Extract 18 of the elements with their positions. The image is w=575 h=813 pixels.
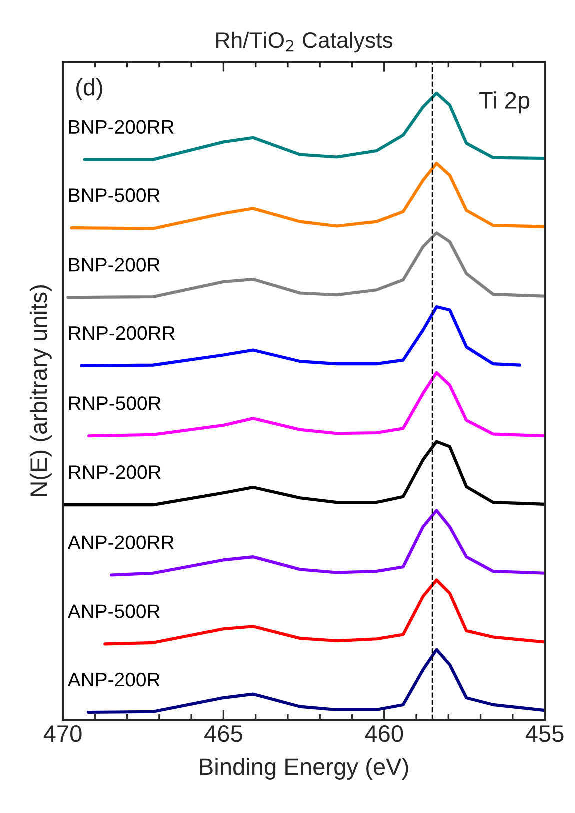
y-axis-title: N(E) (arbitrary units) [30,286,52,496]
series-label: ANP-500R [68,604,160,618]
series-label: ANP-200R [68,672,160,687]
series-label: BNP-200RR [69,120,174,134]
x-tick-label: 460 [365,725,404,742]
annotation: Ti 2p [480,92,530,114]
x-tick-label: 470 [44,725,82,742]
x-tick-label: 455 [526,726,564,742]
series-label: RNP-500R [69,396,161,410]
annotation: (d) [76,78,102,100]
series-label: RNP-200RR [69,326,175,340]
series-label: BNP-200R [69,258,160,272]
series-label: ANP-200RR [68,536,174,550]
series-label: BNP-500R [69,188,160,202]
x-tick-label: 465 [204,725,242,742]
chart-title: Rh/TiO$_{2}$ Catalysts [216,32,393,53]
series-label: RNP-200R [69,466,161,480]
x-axis-title: Binding Energy (eV) [200,758,408,780]
